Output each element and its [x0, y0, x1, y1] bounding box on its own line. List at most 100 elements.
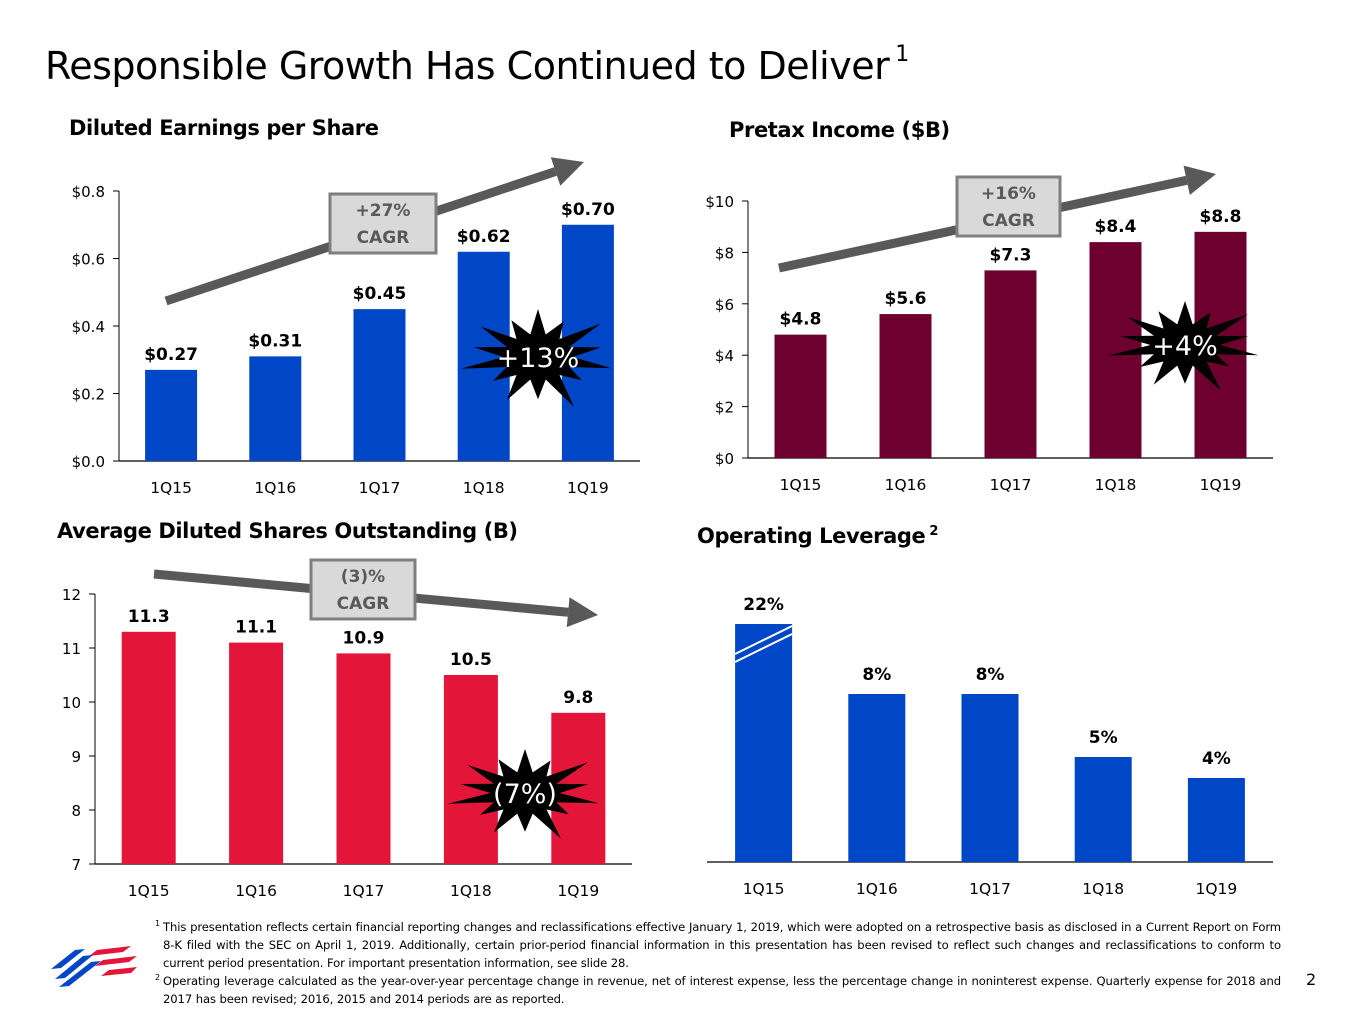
- footnote-2: 2 Operating leverage calculated as the ye…: [155, 973, 1281, 1006]
- leverage-category-label: 1Q15: [743, 880, 785, 898]
- leverage-chart-title: Operating Leverage 2: [697, 524, 938, 548]
- leverage-data-label: 8%: [862, 665, 891, 685]
- leverage-footnote-marker: 2: [929, 524, 938, 539]
- leverage-bar: [735, 624, 793, 862]
- pretax-y-tick-label: $0: [715, 450, 734, 468]
- eps-y-tick-label: $0.8: [72, 183, 105, 201]
- shares-change-burst-shape: [447, 749, 599, 839]
- shares-cagr-label-1: (3)%: [341, 567, 385, 587]
- shares-bar: [121, 631, 176, 864]
- pretax-data-label: $8.8: [1200, 207, 1242, 227]
- pretax-y-tick-label: $10: [705, 193, 734, 211]
- leverage-data-label: 22%: [743, 595, 784, 615]
- eps-y-tick-label: $0.4: [72, 318, 105, 336]
- shares-cagr-label-2: CAGR: [337, 594, 390, 614]
- leverage-axis-break-line: [734, 625, 793, 655]
- leverage-category-label: 1Q18: [1082, 880, 1124, 898]
- eps-bar: [457, 251, 510, 461]
- shares-y-tick-label: 10: [62, 694, 81, 712]
- eps-data-label: $0.70: [561, 200, 615, 220]
- pretax-category-label: 1Q16: [885, 476, 927, 494]
- leverage-bar: [961, 694, 1019, 862]
- eps-data-label: $0.27: [144, 345, 198, 365]
- pretax-cagr-box: [955, 175, 1062, 238]
- pretax-trend-arrow-head: [1183, 165, 1216, 195]
- shares-data-label: 10.5: [450, 650, 492, 670]
- eps-category-label: 1Q19: [567, 479, 609, 497]
- pretax-category-label: 1Q18: [1095, 476, 1137, 494]
- shares-y-tick-label: 9: [71, 748, 81, 766]
- eps-bar: [353, 309, 406, 461]
- pretax-cagr-label-1: +16%: [981, 184, 1036, 204]
- title-footnote-marker: 1: [895, 42, 909, 67]
- eps-data-label: $0.62: [457, 227, 511, 247]
- pretax-y-tick-label: $4: [715, 347, 734, 365]
- shares-data-label: 9.8: [563, 688, 593, 708]
- shares-category-label: 1Q17: [343, 882, 385, 900]
- leverage-data-label: 4%: [1202, 749, 1231, 769]
- pretax-data-label: $7.3: [990, 245, 1032, 265]
- shares-y-tick-label: 12: [62, 586, 81, 604]
- shares-y-tick-label: 11: [62, 640, 81, 658]
- leverage-bar: [848, 694, 906, 862]
- page-title: Responsible Growth Has Continued to Deli…: [45, 42, 909, 88]
- eps-growth-burst-label: +13%: [497, 343, 580, 374]
- leverage-bar: [1187, 778, 1245, 862]
- pretax-y-tick-label: $6: [715, 296, 734, 314]
- eps-trend-arrow-head: [550, 157, 584, 186]
- pretax-bar: [774, 334, 827, 458]
- leverage-axis-break-line: [734, 633, 793, 663]
- shares-bar: [336, 653, 391, 864]
- eps-y-tick-label: $0.2: [72, 386, 105, 404]
- page-number: 2: [1306, 970, 1317, 989]
- footnotes: 1 This presentation reflects certain fina…: [155, 918, 1281, 1008]
- shares-y-tick-label: 7: [71, 856, 81, 874]
- pretax-y-tick-label: $8: [715, 244, 734, 262]
- eps-category-label: 1Q17: [359, 479, 401, 497]
- eps-data-label: $0.45: [353, 284, 407, 304]
- eps-cagr-label-2: CAGR: [357, 228, 410, 248]
- pretax-data-label: $5.6: [885, 289, 927, 309]
- pretax-data-label: $4.8: [780, 310, 822, 330]
- eps-cagr-label-1: +27%: [356, 201, 411, 221]
- eps-chart-title: Diluted Earnings per Share: [69, 116, 379, 140]
- eps-bar: [145, 369, 198, 461]
- shares-category-label: 1Q19: [557, 882, 599, 900]
- shares-bar: [229, 642, 284, 864]
- eps-growth-burst-shape: [460, 309, 612, 407]
- shares-bar: [443, 675, 498, 864]
- eps-category-label: 1Q18: [463, 479, 505, 497]
- pretax-bar: [984, 270, 1037, 458]
- shares-category-label: 1Q16: [235, 882, 277, 900]
- pretax-bar: [879, 314, 932, 458]
- pretax-data-label: $8.4: [1095, 217, 1137, 237]
- eps-bar: [249, 356, 302, 461]
- pretax-growth-burst-shape: [1107, 301, 1259, 391]
- leverage-category-label: 1Q17: [969, 880, 1011, 898]
- leverage-data-label: 5%: [1089, 728, 1118, 748]
- shares-cagr-box: [309, 558, 417, 621]
- leverage-data-label: 8%: [976, 665, 1005, 685]
- shares-chart-title: Average Diluted Shares Outstanding (B): [57, 519, 518, 543]
- shares-y-tick-label: 8: [71, 802, 81, 820]
- leverage-category-label: 1Q16: [856, 880, 898, 898]
- shares-category-label: 1Q18: [450, 882, 492, 900]
- shares-data-label: 11.3: [128, 607, 170, 627]
- shares-change-burst-label: (7%): [493, 779, 557, 810]
- eps-y-tick-label: $0.6: [72, 251, 105, 269]
- pretax-growth-burst-label: +4%: [1152, 331, 1217, 362]
- pretax-category-label: 1Q15: [780, 476, 822, 494]
- footnote-1: 1 This presentation reflects certain fina…: [155, 919, 1281, 970]
- shares-data-label: 11.1: [235, 618, 277, 638]
- leverage-bar: [1074, 757, 1132, 862]
- pretax-category-label: 1Q19: [1200, 476, 1242, 494]
- pretax-chart-title: Pretax Income ($B): [729, 118, 950, 142]
- pretax-cagr-label-2: CAGR: [982, 211, 1035, 231]
- shares-category-label: 1Q15: [128, 882, 170, 900]
- eps-category-label: 1Q16: [254, 479, 296, 497]
- eps-data-label: $0.31: [248, 331, 302, 351]
